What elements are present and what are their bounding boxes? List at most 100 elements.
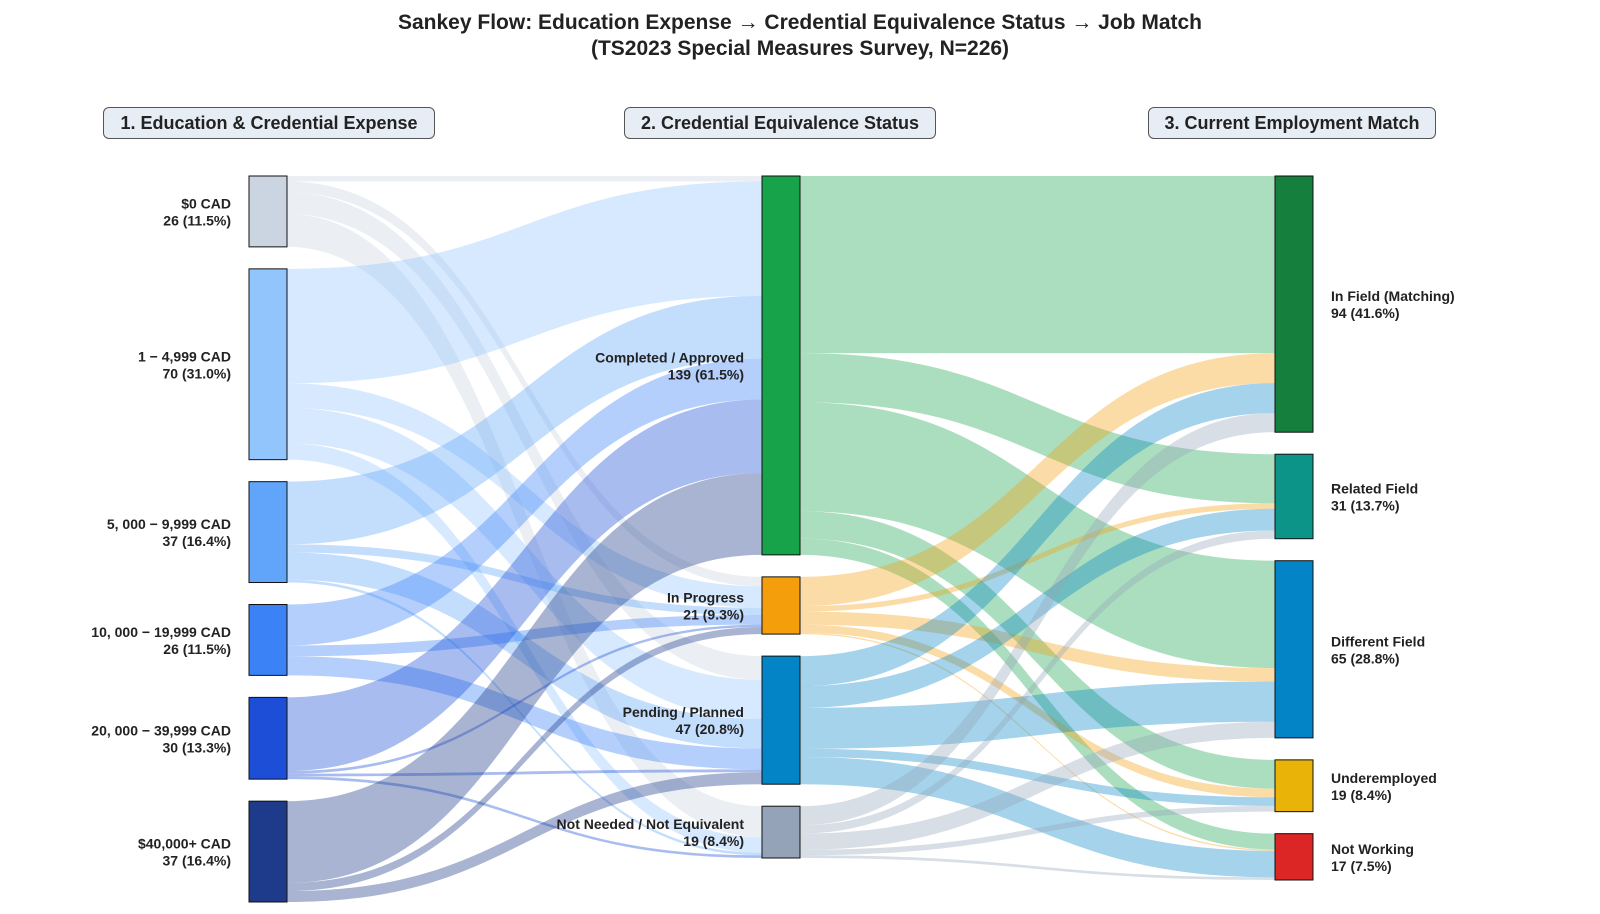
node-e4 — [248, 696, 288, 780]
node-label-e1: 1 − 4,999 CAD 70 (31.0%) — [138, 348, 231, 381]
link-e0-s3 — [287, 214, 762, 838]
node-label-j1: Related Field 31 (13.7%) — [1331, 480, 1418, 513]
node-j2 — [1274, 560, 1314, 739]
link-e5-s2 — [287, 772, 762, 902]
link-e0-s2 — [287, 192, 762, 680]
link-s3-j1 — [800, 530, 1275, 834]
node-count-e1: 70 (31.0%) — [163, 365, 231, 381]
link-s2-j0 — [800, 383, 1275, 687]
link-s1-j1 — [800, 503, 1275, 612]
link-s1-j4 — [800, 632, 1275, 851]
node-name-j1: Related Field — [1331, 480, 1418, 496]
node-e3 — [248, 604, 288, 676]
node-e5 — [248, 800, 288, 903]
node-label-e5: $40,000+ CAD 37 (16.4%) — [138, 836, 231, 869]
node-count-s3: 19 (8.4%) — [683, 833, 744, 849]
node-name-s0: Completed / Approved — [595, 349, 744, 365]
link-e4-s0 — [287, 399, 762, 771]
node-e1 — [248, 268, 288, 461]
link-e2-s2 — [287, 552, 762, 749]
link-s0-j4 — [800, 538, 1275, 850]
node-label-j2: Different Field 65 (28.8%) — [1331, 633, 1425, 666]
column-header-credential-status: 2. Credential Equivalence Status — [624, 107, 936, 139]
node-name-j3: Underemployed — [1331, 770, 1437, 786]
link-s2-j3 — [800, 748, 1275, 806]
link-e3-s0 — [287, 358, 762, 646]
node-count-j0: 94 (41.6%) — [1331, 305, 1399, 321]
labels-layer: $0 CAD 26 (11.5%)1 − 4,999 CAD 70 (31.0%)5… — [91, 195, 1454, 873]
node-label-e0: $0 CAD 26 (11.5%) — [163, 195, 231, 228]
node-name-e4: 20, 000 − 39,999 CAD — [91, 722, 231, 738]
links-layer — [287, 176, 1275, 902]
node-s0 — [761, 175, 801, 556]
node-label-j4: Not Working 17 (7.5%) — [1331, 841, 1414, 874]
node-count-s2: 47 (20.8%) — [676, 721, 744, 737]
node-count-e2: 37 (16.4%) — [163, 533, 231, 549]
link-s1-j0 — [800, 353, 1275, 607]
link-s0-j2 — [800, 402, 1275, 669]
node-count-j3: 19 (8.4%) — [1331, 787, 1392, 803]
node-label-e4: 20, 000 − 39,999 CAD 30 (13.3%) — [91, 722, 231, 755]
node-count-e0: 26 (11.5%) — [163, 212, 231, 228]
node-e0 — [248, 175, 288, 248]
nodes-layer — [248, 175, 1314, 903]
link-e0-s0 — [287, 176, 762, 182]
link-s1-j2 — [800, 611, 1275, 682]
chart-title: Sankey Flow: Education Expense → Credent… — [0, 10, 1600, 62]
link-e1-s2 — [287, 407, 762, 719]
node-j1 — [1274, 453, 1314, 540]
link-s3-j2 — [800, 721, 1275, 850]
node-s2 — [761, 655, 801, 785]
link-s3-j0 — [800, 413, 1275, 826]
node-label-s2: Pending / Planned 47 (20.8%) — [623, 704, 744, 737]
node-label-e3: 10, 000 − 19,999 CAD 26 (11.5%) — [91, 624, 231, 657]
link-e3-s1 — [287, 615, 762, 657]
node-name-s3: Not Needed / Not Equivalent — [557, 816, 745, 832]
link-s0-j3 — [800, 511, 1275, 789]
node-name-e0: $0 CAD — [181, 195, 231, 211]
link-e3-s2 — [287, 656, 762, 770]
link-e2-s1 — [287, 544, 762, 616]
link-s2-j4 — [800, 756, 1275, 878]
node-label-s0: Completed / Approved 139 (61.5%) — [595, 349, 744, 382]
node-name-j4: Not Working — [1331, 841, 1414, 857]
node-count-j4: 17 (7.5%) — [1331, 858, 1392, 874]
node-name-e5: $40,000+ CAD — [138, 836, 231, 852]
node-label-s1: In Progress 21 (9.3%) — [667, 589, 744, 622]
node-j4 — [1274, 833, 1314, 881]
link-s2-j2 — [800, 681, 1275, 749]
node-count-j2: 65 (28.8%) — [1331, 650, 1399, 666]
chart-title-line1: Sankey Flow: Education Expense → Credent… — [397, 11, 1203, 34]
node-name-j0: In Field (Matching) — [1331, 288, 1455, 304]
link-e4-s3 — [287, 776, 762, 858]
link-s2-j1 — [800, 508, 1275, 708]
link-e0-s1 — [287, 181, 762, 587]
node-label-j3: Underemployed 19 (8.4%) — [1331, 770, 1437, 803]
node-count-e4: 30 (13.3%) — [163, 739, 231, 755]
link-s0-j0 — [800, 176, 1275, 354]
node-name-e1: 1 − 4,999 CAD — [138, 348, 231, 364]
node-s1 — [761, 576, 801, 635]
node-label-e2: 5, 000 − 9,999 CAD 37 (16.4%) — [107, 516, 231, 549]
node-name-e2: 5, 000 − 9,999 CAD — [107, 516, 231, 532]
node-count-e5: 37 (16.4%) — [163, 853, 231, 869]
node-name-s2: Pending / Planned — [623, 704, 744, 720]
link-e2-s3 — [287, 579, 762, 856]
node-label-j0: In Field (Matching) 94 (41.6%) — [1331, 288, 1455, 321]
node-s3 — [761, 805, 801, 859]
link-e4-s1 — [287, 624, 762, 774]
node-name-j2: Different Field — [1331, 633, 1425, 649]
link-e1-s1 — [287, 383, 762, 608]
link-e1-s0 — [287, 181, 762, 384]
node-label-s3: Not Needed / Not Equivalent 19 (8.4%) — [557, 816, 745, 849]
node-count-j1: 31 (13.7%) — [1331, 497, 1399, 513]
node-e2 — [248, 481, 288, 584]
link-s1-j3 — [800, 624, 1275, 798]
link-s3-j3 — [800, 805, 1275, 856]
node-count-e3: 26 (11.5%) — [163, 641, 231, 657]
link-e1-s3 — [287, 443, 762, 853]
link-e2-s0 — [287, 295, 762, 545]
link-s0-j1 — [800, 353, 1275, 504]
node-name-e3: 10, 000 − 19,999 CAD — [91, 624, 231, 640]
